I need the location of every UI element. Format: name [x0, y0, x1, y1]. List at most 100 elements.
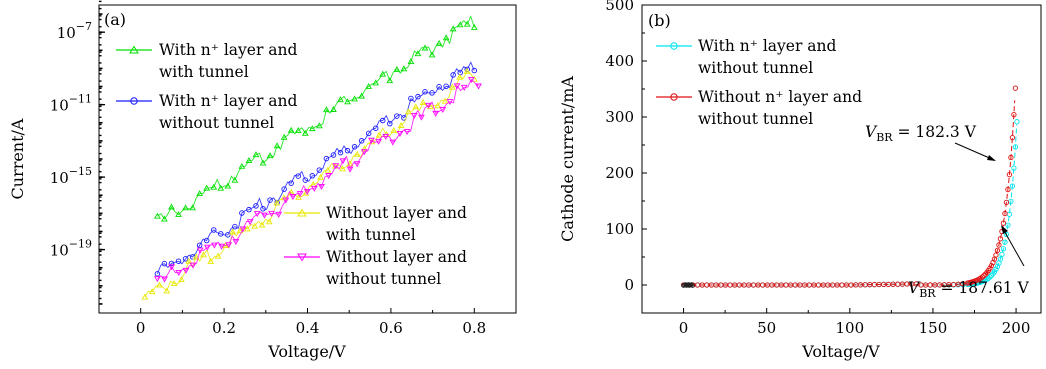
- data-point: [913, 281, 919, 287]
- data-point: [170, 280, 178, 287]
- data-point: [425, 102, 432, 109]
- data-point: [1005, 222, 1011, 228]
- data-point: [296, 191, 304, 198]
- panel-b-legend-entry-1: With n⁺ layer and without tunnel: [656, 37, 837, 77]
- data-point: [175, 258, 182, 264]
- data-point: [203, 237, 210, 244]
- data-point: [470, 23, 478, 30]
- data-point: [463, 67, 471, 74]
- data-point: [467, 77, 475, 84]
- data-point: [260, 206, 266, 212]
- data-point: [217, 184, 225, 191]
- data-point: [353, 161, 361, 168]
- data-point: [182, 256, 189, 262]
- data-point: [302, 189, 310, 196]
- data-point: [365, 130, 372, 137]
- data-point: [1009, 183, 1016, 189]
- data-point: [375, 138, 382, 145]
- data-point: [281, 186, 287, 192]
- series-line: [157, 78, 479, 280]
- data-point: [412, 103, 420, 110]
- data-point: [141, 293, 149, 300]
- panel-b-x-axis-label: Voltage/V: [801, 342, 880, 361]
- data-point: [168, 260, 175, 267]
- data-point: [393, 65, 401, 72]
- panel-b-y-axis: 0 100 200 300 400 500: [605, 0, 647, 294]
- data-point: [323, 155, 330, 162]
- data-point: [1006, 172, 1013, 178]
- series-line: [144, 70, 475, 298]
- panel-a: (a) 0 0.2 0.4 0.6 0.8 10−7 10−11 10−15 10−19 Wi…: [8, 0, 517, 361]
- y-tick-label: 10−19: [50, 238, 92, 260]
- x-tick-label: 0: [679, 319, 689, 337]
- annotation-arrowhead: [987, 155, 996, 161]
- data-point: [236, 227, 244, 234]
- data-point: [239, 210, 245, 216]
- y-tick-label: 400: [605, 52, 634, 70]
- data-point: [265, 218, 273, 225]
- data-point: [267, 197, 273, 203]
- data-point: [182, 204, 189, 211]
- data-point: [1000, 220, 1007, 226]
- data-point: [442, 34, 450, 41]
- legend-marker: [670, 93, 678, 101]
- legend-marker: [129, 45, 139, 54]
- legend-label: with tunnel: [326, 226, 416, 244]
- data-point: [428, 51, 436, 58]
- data-point: [386, 77, 394, 84]
- data-point: [243, 225, 251, 232]
- data-point: [239, 226, 247, 233]
- data-point: [203, 184, 211, 191]
- x-tick-label: 50: [757, 319, 776, 337]
- data-point: [178, 276, 185, 283]
- data-point: [408, 95, 414, 102]
- data-point: [339, 158, 347, 165]
- data-point: [405, 108, 412, 115]
- data-point: [396, 130, 404, 137]
- data-point: [231, 176, 239, 183]
- data-point: [390, 127, 398, 133]
- data-point: [273, 142, 281, 149]
- data-point: [168, 264, 176, 271]
- data-point: [387, 120, 393, 127]
- data-point: [1012, 144, 1019, 150]
- panel-b-y-axis-label: Cathode current/mA: [558, 76, 577, 242]
- data-point: [245, 157, 253, 164]
- data-point: [418, 114, 425, 121]
- y-tick-label: 200: [605, 164, 634, 182]
- data-point: [246, 206, 252, 213]
- x-tick-label: 0.6: [379, 319, 403, 337]
- data-point: [182, 267, 190, 274]
- y-tick-label: 100: [605, 220, 634, 238]
- data-point: [686, 282, 691, 287]
- data-point: [435, 39, 443, 46]
- data-point: [1000, 246, 1007, 252]
- data-point: [429, 90, 435, 96]
- y-tick-label: 10−7: [57, 20, 92, 42]
- data-point: [351, 95, 358, 102]
- data-point: [161, 260, 168, 267]
- data-point: [441, 97, 449, 104]
- data-point: [275, 211, 283, 218]
- panel-a-series: [141, 15, 482, 300]
- legend-label: without tunnel: [326, 270, 441, 288]
- data-point: [332, 163, 340, 170]
- data-point: [337, 149, 344, 156]
- data-point: [365, 82, 373, 89]
- data-point: [996, 242, 1002, 248]
- data-point: [273, 199, 281, 206]
- panel-b-plot-frame: [641, 4, 1042, 314]
- data-point: [456, 21, 464, 28]
- data-point: [225, 242, 233, 249]
- data-point: [189, 262, 197, 269]
- data-point: [282, 197, 290, 204]
- data-point: [993, 252, 999, 258]
- panel-a-legend-entry-2: With n⁺ layer and without tunnel: [116, 92, 298, 132]
- data-point: [258, 221, 266, 228]
- data-point: [253, 211, 261, 218]
- panel-b-annotation-vbr-2: VBR = 187.61 V: [908, 225, 1030, 300]
- y-tick-label: 0: [624, 276, 634, 294]
- legend-label: without tunnel: [698, 59, 813, 77]
- data-point: [246, 219, 254, 226]
- panel-a-y-minor-ticks: [99, 0, 103, 305]
